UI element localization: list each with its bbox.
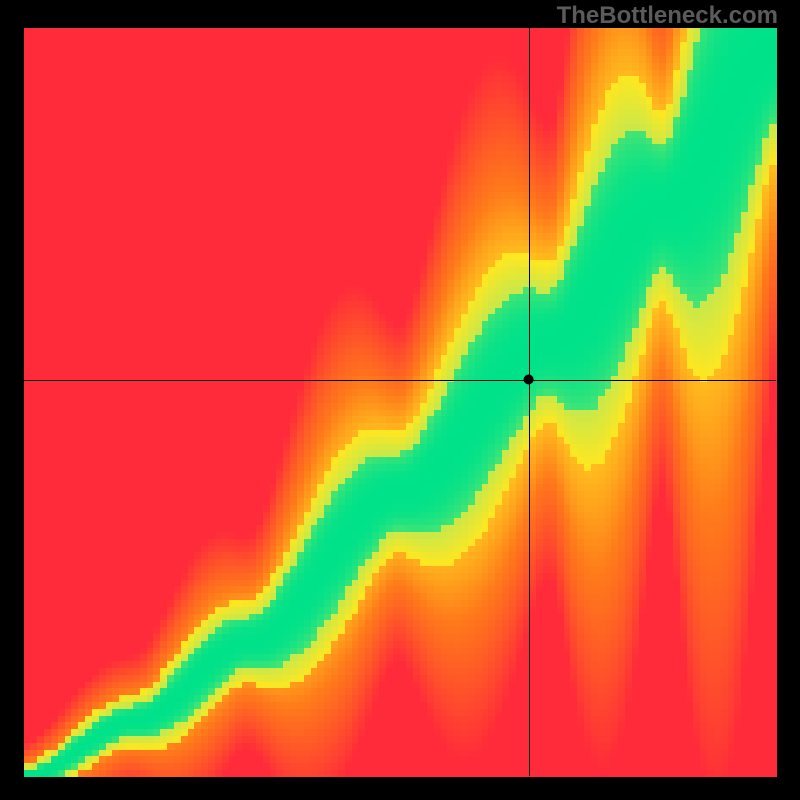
- bottleneck-heatmap: [0, 0, 800, 800]
- chart-container: { "chart": { "type": "heatmap", "outer_w…: [0, 0, 800, 800]
